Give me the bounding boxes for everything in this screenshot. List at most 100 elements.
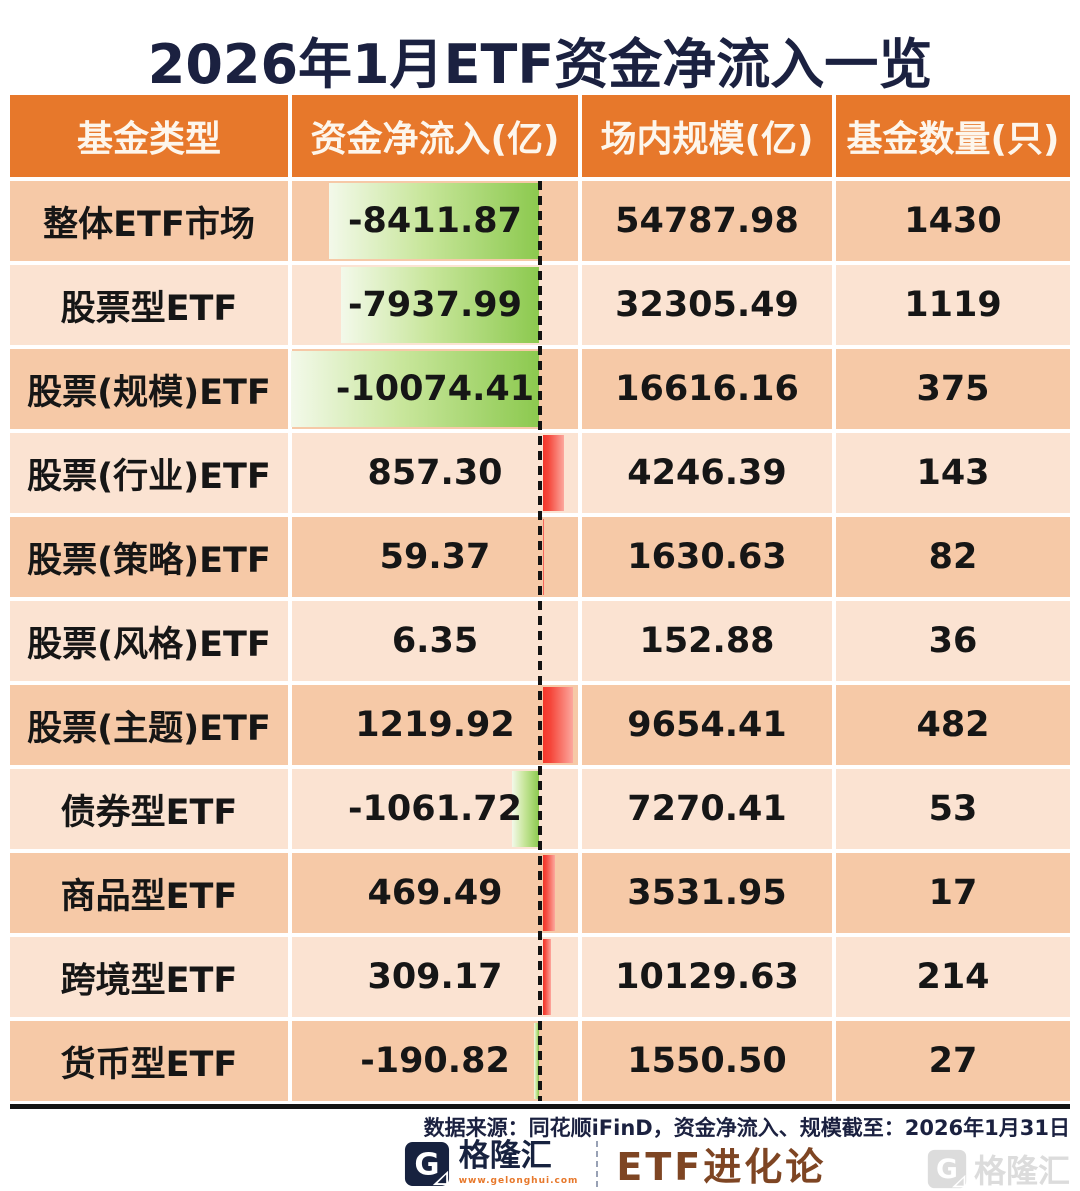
net-flow-cell: 857.30 bbox=[292, 433, 578, 513]
fund-count-value: 27 bbox=[928, 1041, 978, 1081]
channel-name: ETF进化论 bbox=[616, 1145, 827, 1189]
brand-divider bbox=[596, 1140, 599, 1187]
table-bottom-rule bbox=[10, 1104, 1070, 1109]
fund-type-cell: 股票(行业)ETF bbox=[10, 433, 288, 513]
market-scale-cell: 7270.41 bbox=[582, 769, 832, 849]
market-scale-value: 10129.63 bbox=[615, 957, 799, 997]
net-flow-bar bbox=[543, 939, 551, 1015]
table-row: 货币型ETF -190.82 1550.50 27 bbox=[10, 1021, 1070, 1101]
net-flow-cell: 6.35 bbox=[292, 601, 578, 681]
fund-count-value: 143 bbox=[916, 453, 990, 493]
fund-count-value: 482 bbox=[916, 705, 990, 745]
data-source-note: 数据来源：同花顺iFinD，资金净流入、规模截至：2026年1月31日 bbox=[423, 1116, 1070, 1140]
fund-type-cell: 跨境型ETF bbox=[10, 937, 288, 1017]
market-scale-cell: 1630.63 bbox=[582, 517, 832, 597]
market-scale-cell: 32305.49 bbox=[582, 265, 832, 345]
fund-count-cell: 482 bbox=[836, 685, 1070, 765]
table-row: 股票(风格)ETF 6.35 152.88 36 bbox=[10, 601, 1070, 681]
fund-type-label: 股票(风格)ETF bbox=[27, 624, 271, 665]
header-net-flow: 资金净流入(亿) bbox=[292, 95, 578, 177]
market-scale-value: 54787.98 bbox=[615, 201, 799, 241]
fund-count-cell: 143 bbox=[836, 433, 1070, 513]
net-flow-bar bbox=[543, 519, 545, 595]
fund-count-cell: 82 bbox=[836, 517, 1070, 597]
fund-count-cell: 53 bbox=[836, 769, 1070, 849]
fund-count-cell: 36 bbox=[836, 601, 1070, 681]
etf-flow-table: 基金类型 资金净流入(亿) 场内规模(亿) 基金数量(只) 整体ETF市场 -8… bbox=[10, 95, 1070, 1101]
table-row: 股票(行业)ETF 857.30 4246.39 143 bbox=[10, 433, 1070, 513]
market-scale-cell: 4246.39 bbox=[582, 433, 832, 513]
page-title: 2026年1月ETF资金净流入一览 bbox=[147, 33, 933, 96]
net-flow-value: 857.30 bbox=[367, 453, 503, 493]
market-scale-value: 3531.95 bbox=[627, 873, 787, 913]
fund-type-label: 跨境型ETF bbox=[60, 960, 238, 1001]
net-flow-value: 59.37 bbox=[379, 537, 491, 577]
fund-type-label: 债券型ETF bbox=[60, 792, 238, 833]
fund-type-label: 股票(策略)ETF bbox=[27, 540, 271, 581]
net-flow-value: -8411.87 bbox=[348, 201, 522, 241]
net-flow-bar bbox=[543, 855, 555, 931]
table-row: 商品型ETF 469.49 3531.95 17 bbox=[10, 853, 1070, 933]
fund-type-label: 股票(主题)ETF bbox=[27, 708, 271, 749]
fund-type-label: 股票(行业)ETF bbox=[27, 456, 271, 497]
net-flow-cell: 309.17 bbox=[292, 937, 578, 1017]
fund-type-label: 股票(规模)ETF bbox=[27, 372, 271, 413]
market-scale-value: 16616.16 bbox=[615, 369, 799, 409]
fund-type-label: 货币型ETF bbox=[60, 1044, 238, 1085]
fund-type-cell: 整体ETF市场 bbox=[10, 181, 288, 261]
svg-text:G: G bbox=[414, 1147, 439, 1182]
net-flow-value: 6.35 bbox=[391, 621, 479, 661]
net-flow-value: -7937.99 bbox=[348, 285, 522, 325]
fund-count-value: 53 bbox=[928, 789, 978, 829]
fund-type-cell: 商品型ETF bbox=[10, 853, 288, 933]
table-row: 股票型ETF -7937.99 32305.49 1119 bbox=[10, 265, 1070, 345]
fund-count-cell: 1119 bbox=[836, 265, 1070, 345]
market-scale-cell: 54787.98 bbox=[582, 181, 832, 261]
market-scale-value: 9654.41 bbox=[627, 705, 787, 745]
header-fund-count: 基金数量(只) bbox=[836, 95, 1070, 177]
fund-type-cell: 债券型ETF bbox=[10, 769, 288, 849]
fund-count-value: 1430 bbox=[904, 201, 1002, 241]
header-fund-type-label: 基金类型 bbox=[76, 119, 221, 160]
fund-type-label: 商品型ETF bbox=[60, 876, 238, 917]
net-flow-cell: 1219.92 bbox=[292, 685, 578, 765]
market-scale-cell: 3531.95 bbox=[582, 853, 832, 933]
fund-count-value: 36 bbox=[928, 621, 978, 661]
fund-type-cell: 股票(策略)ETF bbox=[10, 517, 288, 597]
header-market-scale: 场内规模(亿) bbox=[582, 95, 832, 177]
fund-type-cell: 股票型ETF bbox=[10, 265, 288, 345]
net-flow-value: 469.49 bbox=[367, 873, 503, 913]
market-scale-value: 152.88 bbox=[639, 621, 775, 661]
net-flow-value: 309.17 bbox=[367, 957, 503, 997]
table-header-row: 基金类型 资金净流入(亿) 场内规模(亿) 基金数量(只) bbox=[10, 95, 1070, 177]
fund-count-cell: 17 bbox=[836, 853, 1070, 933]
fund-count-cell: 27 bbox=[836, 1021, 1070, 1101]
net-flow-cell: 469.49 bbox=[292, 853, 578, 933]
net-flow-value: -1061.72 bbox=[348, 789, 522, 829]
gelonghui-g-icon: G bbox=[404, 1141, 449, 1186]
market-scale-cell: 9654.41 bbox=[582, 685, 832, 765]
header-fund-type: 基金类型 bbox=[10, 95, 288, 177]
fund-count-value: 17 bbox=[928, 873, 978, 913]
header-market-scale-label: 场内规模(亿) bbox=[600, 119, 814, 160]
watermark: G 格隆汇 bbox=[927, 1146, 1070, 1191]
fund-type-cell: 股票(主题)ETF bbox=[10, 685, 288, 765]
market-scale-cell: 10129.63 bbox=[582, 937, 832, 1017]
market-scale-cell: 152.88 bbox=[582, 601, 832, 681]
market-scale-value: 1630.63 bbox=[627, 537, 787, 577]
zero-axis-dashed-line bbox=[538, 181, 542, 1101]
fund-count-value: 214 bbox=[916, 957, 990, 997]
net-flow-bar bbox=[534, 1023, 539, 1099]
table-row: 跨境型ETF 309.17 10129.63 214 bbox=[10, 937, 1070, 1017]
net-flow-value: -10074.41 bbox=[335, 369, 535, 409]
fund-count-value: 375 bbox=[916, 369, 990, 409]
fund-count-cell: 1430 bbox=[836, 181, 1070, 261]
brand-url: www.gelonghui.com bbox=[458, 1176, 579, 1186]
brand-text-block: 格隆汇 www.gelonghui.com bbox=[458, 1141, 579, 1187]
market-scale-cell: 1550.50 bbox=[582, 1021, 832, 1101]
fund-type-cell: 股票(规模)ETF bbox=[10, 349, 288, 429]
net-flow-bar bbox=[512, 771, 539, 847]
fund-count-value: 82 bbox=[928, 537, 978, 577]
market-scale-cell: 16616.16 bbox=[582, 349, 832, 429]
